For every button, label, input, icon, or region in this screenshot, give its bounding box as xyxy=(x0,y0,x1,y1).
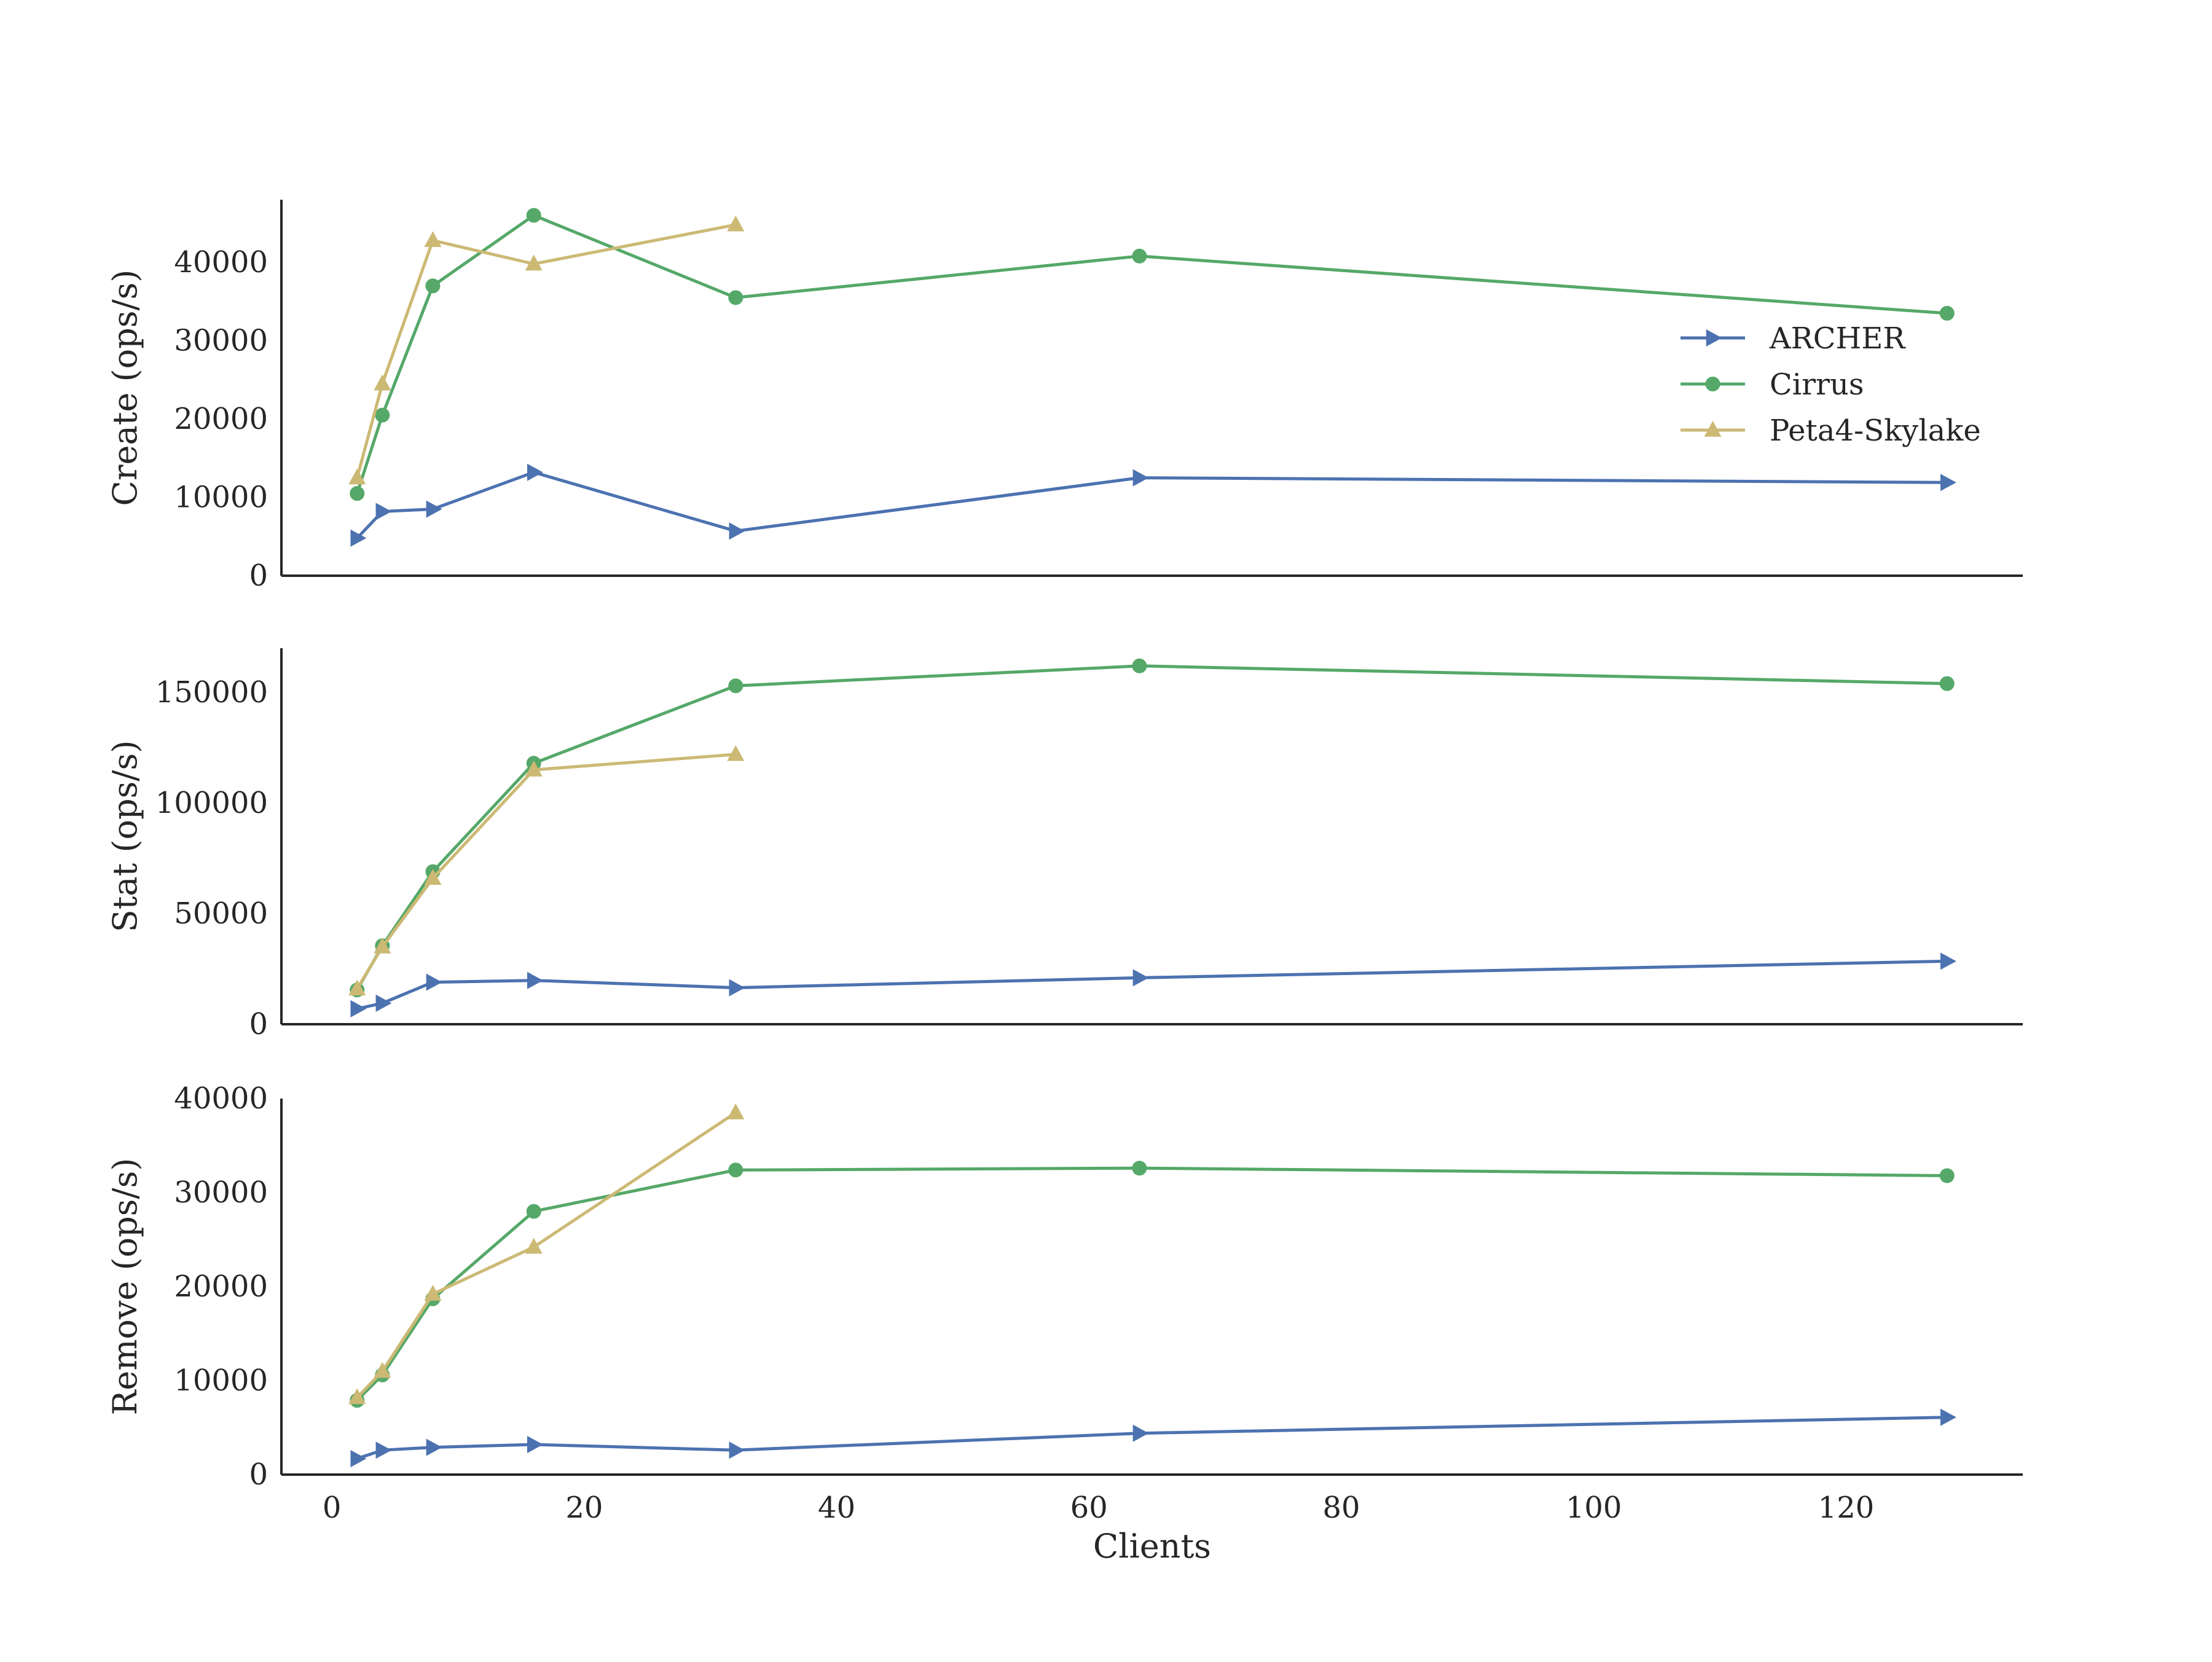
y-tick-label: 100000 xyxy=(155,786,268,820)
data-point-archer xyxy=(1940,952,1956,970)
y-tick-label: 20000 xyxy=(174,1269,268,1304)
x-tick-label: 0 xyxy=(323,1491,342,1525)
x-tick-label: 60 xyxy=(1070,1491,1108,1525)
panel-3: 0 10000 20000 30000 40000 0 20 40 60 80 100 120 Remo… xyxy=(106,1081,2023,1566)
data-point-peta4-skylake xyxy=(525,1237,543,1254)
x-tick-label: 100 xyxy=(1566,1491,1622,1525)
data-point-cirrus xyxy=(728,290,743,305)
y-tick-label: 30000 xyxy=(174,1175,268,1210)
series-line-peta4-skylake xyxy=(356,753,736,990)
data-point-cirrus xyxy=(425,278,441,294)
data-point-peta4-skylake xyxy=(374,1362,391,1378)
y-tick-label: 40000 xyxy=(174,1081,268,1116)
data-point-peta4-skylake xyxy=(348,468,366,485)
data-point-archer xyxy=(527,463,543,481)
legend-label-cirrus: Cirrus xyxy=(1770,367,1864,402)
data-point-archer xyxy=(426,500,442,518)
data-point-archer xyxy=(729,979,745,997)
series-line-archer xyxy=(356,471,1947,539)
panel-1: 0 10000 20000 30000 40000 Create (ops/s) ARCHE… xyxy=(106,200,2023,593)
y-axis-label: Stat (ops/s) xyxy=(106,740,144,933)
x-tick-label: 20 xyxy=(565,1491,603,1525)
data-point-cirrus xyxy=(375,407,390,423)
data-point-archer xyxy=(350,1000,367,1017)
data-point-peta4-skylake xyxy=(348,979,366,996)
data-point-archer xyxy=(729,522,745,540)
data-point-archer xyxy=(426,973,442,991)
data-point-archer xyxy=(375,503,392,520)
series-line-peta4-skylake xyxy=(355,223,736,479)
data-point-cirrus xyxy=(728,1162,743,1178)
data-point-cirrus xyxy=(526,1204,541,1219)
x-axis-label: Clients xyxy=(1093,1527,1211,1566)
data-point-archer xyxy=(350,1449,367,1468)
data-point-archer xyxy=(426,1438,442,1456)
series-line-archer xyxy=(356,1416,1947,1460)
y-axis-label: Create (ops/s) xyxy=(106,270,144,506)
series-line-archer xyxy=(356,959,1947,1011)
y-tick-label: 0 xyxy=(249,559,268,593)
series-line-cirrus xyxy=(356,1166,1947,1401)
legend-marker-archer xyxy=(1706,329,1722,347)
data-point-archer xyxy=(1132,1424,1149,1442)
legend: ARCHER Cirrus Peta4-Skylake xyxy=(1681,321,1981,448)
legend-marker-peta4-skylake xyxy=(1704,420,1722,437)
series-line-cirrus xyxy=(356,664,1947,991)
legend-label-archer: ARCHER xyxy=(1769,321,1906,356)
data-point-cirrus xyxy=(1132,248,1147,264)
data-point-archer xyxy=(375,1441,392,1459)
data-point-peta4-skylake xyxy=(374,937,391,954)
series-line-cirrus xyxy=(355,214,1947,494)
data-point-cirrus xyxy=(1939,676,1955,691)
data-point-archer xyxy=(1132,469,1149,487)
legend-label-peta4-skylake: Peta4-Skylake xyxy=(1770,414,1981,448)
data-point-cirrus xyxy=(1132,1161,1147,1176)
data-point-archer xyxy=(350,529,367,547)
data-point-cirrus xyxy=(350,486,365,501)
data-point-peta4-skylake xyxy=(727,215,745,232)
data-point-archer xyxy=(1940,1408,1956,1426)
y-tick-label: 0 xyxy=(249,1007,268,1041)
y-tick-label: 10000 xyxy=(174,480,268,515)
data-point-archer xyxy=(1940,474,1956,492)
series-line-peta4-skylake xyxy=(356,1111,737,1399)
data-point-cirrus xyxy=(1939,1168,1955,1183)
data-point-archer xyxy=(527,1436,543,1454)
x-tick-label: 120 xyxy=(1818,1491,1875,1525)
data-point-archer xyxy=(527,971,543,989)
data-point-peta4-skylake xyxy=(424,1285,442,1301)
y-tick-label: 10000 xyxy=(174,1363,268,1398)
y-tick-label: 20000 xyxy=(174,402,268,436)
data-point-peta4-skylake xyxy=(424,869,442,885)
data-point-peta4-skylake xyxy=(727,1103,745,1119)
x-tick-label: 80 xyxy=(1323,1491,1360,1525)
data-point-cirrus xyxy=(728,678,743,694)
panel-2: 0 50000 100000 150000 Stat (ops/s) xyxy=(106,648,2023,1041)
data-point-peta4-skylake xyxy=(727,745,745,761)
data-point-peta4-skylake xyxy=(374,374,391,391)
x-tick-label: 40 xyxy=(818,1491,855,1525)
data-point-archer xyxy=(375,994,392,1012)
data-point-peta4-skylake xyxy=(525,254,543,271)
data-point-cirrus xyxy=(526,208,541,223)
data-point-peta4-skylake xyxy=(525,760,543,777)
y-tick-label: 150000 xyxy=(155,675,268,710)
legend-marker-cirrus xyxy=(1705,377,1720,391)
data-point-cirrus xyxy=(1939,305,1955,321)
data-point-archer xyxy=(729,1441,745,1459)
y-tick-label: 0 xyxy=(249,1457,268,1492)
data-point-peta4-skylake xyxy=(348,1388,366,1405)
y-axis-label: Remove (ops/s) xyxy=(106,1158,144,1416)
data-point-archer xyxy=(1132,969,1149,987)
data-point-peta4-skylake xyxy=(424,231,442,248)
data-point-cirrus xyxy=(1132,658,1147,673)
y-tick-label: 50000 xyxy=(174,896,268,931)
y-tick-label: 30000 xyxy=(174,324,268,358)
y-tick-label: 40000 xyxy=(174,245,268,280)
